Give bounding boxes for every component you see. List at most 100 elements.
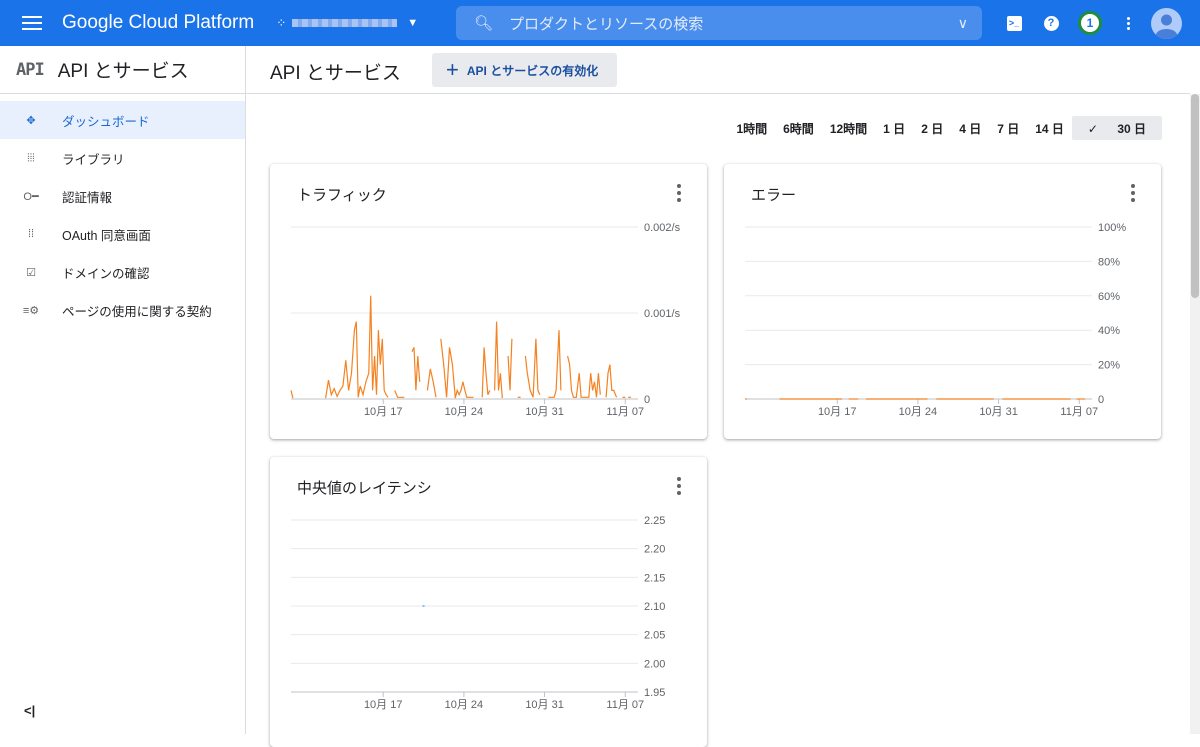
sidebar-item-library[interactable]: ⦙⦙⦙ ライブラリ [0,139,245,177]
cloud-shell-icon[interactable]: >_ [1003,12,1025,34]
brand-title[interactable]: Google Cloud Platform [62,12,255,33]
x-tick-label: 10月 17 [364,699,403,711]
sidebar-item-label: OAuth 同意画面 [62,228,151,243]
y-tick-label: 2.00 [644,658,665,670]
sidebar-item-label: ページの使用に関する契約 [62,304,212,319]
y-tick-label: 20% [1098,360,1120,372]
chart-title: 中央値のレイテンシ [297,480,432,497]
x-tick-label: 10月 24 [445,406,484,418]
settings-list-icon: ≡⚙ [22,304,40,317]
traffic-chart-card: 0 0.001/s 0.002/s 10月 17 10月 24 10月 31 11月 07 … [270,164,707,439]
enable-apis-label: API とサービスの有効化 [466,63,599,78]
search-placeholder: プロダクトとリソースの検索 [509,15,704,33]
time-range-selector: 1時間 6時間 12時間 1 日 2 日 4 日 7 日 14 日 ✓ 30 日 [728,116,1162,140]
project-name-blurred [292,19,398,27]
range-4d[interactable]: 4 日 [959,122,982,136]
more-vert-icon[interactable] [1117,12,1139,34]
range-12h[interactable]: 12時間 [829,122,868,136]
y-tick-label: 0 [644,394,650,406]
enable-apis-button[interactable]: + API とサービスの有効化 [432,53,617,87]
x-tick-label: 11月 07 [606,699,644,711]
series-line [325,295,389,399]
sidebar-title: API とサービス [57,61,189,82]
dashboard-icon: ✥ [26,114,36,127]
series-line [567,355,601,398]
key-icon: O━ [23,190,39,203]
more-vert-icon[interactable] [1131,184,1135,202]
series-line [411,347,421,391]
main-content: API とサービス + API とサービスの有効化 1時間 6時間 12時間 1 … [246,46,1190,734]
x-tick-label: 11月 07 [606,406,644,418]
y-tick-label: 60% [1098,291,1120,303]
top-bar: Google Cloud Platform ⁘ ▼ 🔍︎ プロダクトとリソースの… [0,0,1200,46]
sidebar-item-label: ライブラリ [62,152,125,167]
series-line [481,347,491,398]
series-line [548,330,562,398]
y-tick-label: 80% [1098,256,1120,268]
range-2d[interactable]: 2 日 [921,122,944,136]
search-icon: 🔍︎ [474,15,494,32]
series-line [524,338,541,398]
range-7d[interactable]: 7 日 [997,122,1020,136]
chart-title: トラフィック [297,187,387,204]
error-chart-card: 0 20% 40% 60% 80% 100% 10月 17 10月 24 10月 31 11月 0… [724,164,1161,439]
oauth-icon: ⁞⁞ [27,228,35,240]
sidebar-item-page-usage[interactable]: ≡⚙ ページの使用に関する契約 [0,291,245,329]
checkbox-icon: ☑ [26,266,36,279]
range-1h[interactable]: 1時間 [736,122,768,136]
sidebar-item-credentials[interactable]: O━ 認証情報 [0,177,245,215]
project-selector[interactable]: ⁘ ▼ [276,16,418,30]
api-logo: API [16,59,45,80]
chart-title: エラー [751,187,797,204]
y-tick-label: 2.15 [644,572,665,584]
y-tick-label: 2.25 [644,515,665,527]
x-tick-label: 10月 24 [899,406,938,418]
range-14d[interactable]: 14 日 [1035,122,1064,136]
y-tick-label: 2.05 [644,630,665,642]
sidebar-item-label: ドメインの確認 [62,266,150,281]
series-line [290,390,294,399]
notification-badge[interactable]: 1 [1078,11,1102,35]
sidebar-item-oauth[interactable]: ⁞⁞ OAuth 同意画面 [0,215,245,253]
check-icon: ✓ [1087,122,1102,136]
more-vert-icon[interactable] [677,477,681,495]
collapse-sidebar-button[interactable]: <| [24,703,36,718]
sidebar-item-label: ダッシュボード [62,114,150,129]
range-6h[interactable]: 6時間 [783,122,814,136]
y-tick-label: 2.20 [644,544,665,556]
y-tick-label: 40% [1098,325,1120,337]
sidebar-item-dashboard[interactable]: ✥ ダッシュボード [0,101,245,139]
more-vert-icon[interactable] [677,184,681,202]
sidebar-item-domain[interactable]: ☑ ドメインの確認 [0,253,245,291]
avatar[interactable] [1151,8,1182,39]
x-tick-label: 10月 17 [364,406,403,418]
help-icon[interactable]: ? [1040,12,1062,34]
error-chart: 0 20% 40% 60% 80% 100% 10月 17 10月 24 10月 31 11月 0… [745,222,1126,418]
chevron-down-icon[interactable]: ∨ [957,14,968,31]
x-tick-label: 11月 07 [1060,406,1098,418]
range-1d[interactable]: 1 日 [883,122,906,136]
x-tick-label: 10月 31 [525,406,564,418]
y-tick-label: 0.001/s [644,308,681,320]
y-tick-label: 0.002/s [644,222,681,234]
range-30d[interactable]: ✓ 30 日 [1071,116,1162,140]
traffic-chart: 0 0.001/s 0.002/s 10月 17 10月 24 10月 31 11月 07 [290,222,681,418]
menu-icon[interactable] [22,16,42,30]
series-line [394,390,405,398]
range-30d-label: 30 日 [1117,122,1146,136]
x-tick-label: 10月 17 [818,406,857,418]
x-tick-label: 10月 24 [445,699,484,711]
latency-chart-card: 1.95 2.00 2.05 2.10 2.15 2.20 2.25 10月 17 10月 24… [270,457,707,747]
y-tick-label: 1.95 [644,687,665,699]
scrollbar[interactable] [1190,94,1200,734]
series-line [605,364,618,398]
scrollbar-thumb[interactable] [1191,94,1199,298]
search-input[interactable]: 🔍︎ プロダクトとリソースの検索 ∨ [456,6,982,40]
series-line [426,368,437,398]
page-title: API とサービス [270,63,401,84]
sidebar: API API とサービス ✥ ダッシュボード ⦙⦙⦙ ライブラリ O━ 認証情報 ⁞… [0,46,246,734]
dropdown-arrow-icon: ▼ [407,17,419,29]
series-line [440,338,474,399]
y-tick-label: 100% [1098,222,1126,234]
library-icon: ⦙⦙⦙ [27,151,35,164]
